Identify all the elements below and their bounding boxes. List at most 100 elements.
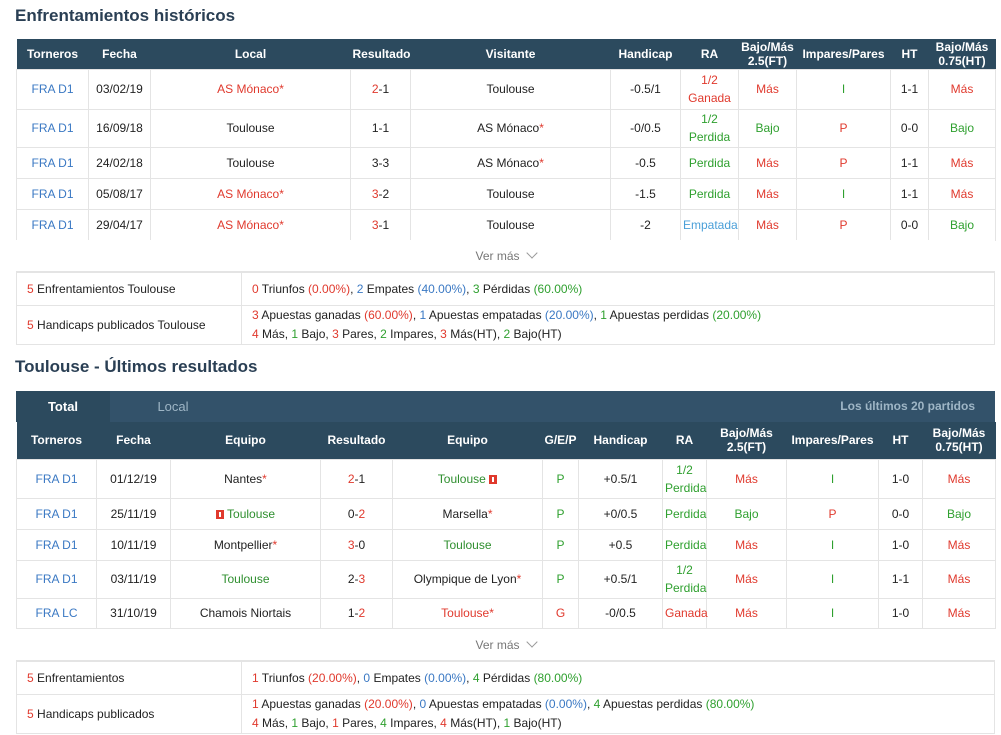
summary-segment: 3: [252, 308, 259, 322]
recent-ver-mas-button[interactable]: Ver más: [16, 629, 995, 661]
ra-value: 1/2: [676, 563, 693, 577]
ra-cell: Perdida: [680, 177, 739, 210]
away-team-name[interactable]: Toulouse: [437, 471, 486, 486]
tab-local[interactable]: Local: [110, 391, 236, 422]
home-team-name[interactable]: Chamois Niortais: [199, 606, 292, 620]
last-matches-label[interactable]: Los últimos 20 partidos: [840, 399, 975, 413]
league-link[interactable]: FRA LC: [35, 606, 78, 620]
league-link[interactable]: FRA D1: [35, 537, 78, 552]
home-team-name[interactable]: Montpellier: [213, 537, 273, 552]
summary-segment: Pérdidas: [479, 670, 534, 685]
date-cell: 05/08/17: [88, 177, 151, 210]
home-cell: Montpellier*: [170, 528, 321, 561]
summary-segment: Empates: [370, 670, 425, 685]
odd-even-cell: P: [786, 497, 879, 530]
ht-cell: 1-1: [878, 559, 923, 599]
home-team-name[interactable]: Toulouse: [221, 572, 270, 586]
over-under-ht-cell: Bajo: [922, 497, 996, 530]
odd-even-value: P: [839, 121, 848, 135]
h2h-ver-mas-button[interactable]: Ver más: [16, 240, 995, 272]
home-team-name[interactable]: Toulouse: [226, 155, 275, 170]
halftime-score: 1-1: [891, 572, 910, 586]
red-card-icon: [215, 509, 224, 519]
summary-segment: (20.00%): [544, 308, 594, 322]
league-link[interactable]: FRA D1: [35, 506, 78, 521]
summary-value-enfrentamientos: 1 Triunfos (20.00%), 0 Empates (0.00%), …: [241, 661, 995, 695]
league-cell: FRA D1: [16, 68, 89, 110]
score-home: 2: [347, 471, 355, 486]
ht-cell: 1-1: [890, 146, 929, 179]
column-header: HT: [890, 39, 929, 69]
score-away: 1: [382, 217, 390, 232]
odd-even-cell: I: [786, 528, 879, 561]
ra-value: Perdida: [688, 155, 731, 170]
league-link[interactable]: FRA D1: [31, 217, 74, 232]
handicap-value: -2: [640, 217, 651, 232]
score-home: 3: [371, 186, 379, 201]
over-under-cell: Más: [706, 458, 787, 499]
away-team-name[interactable]: Toulouse: [486, 186, 535, 201]
table-row: FRA LC 31/10/19 Chamois Niortais 1-2 Toulous…: [16, 597, 996, 629]
score-away: 2: [358, 506, 366, 521]
score-away: 1: [358, 471, 366, 486]
league-link[interactable]: FRA D1: [35, 471, 78, 486]
summary-segment: ,: [466, 281, 473, 296]
league-link[interactable]: FRA D1: [31, 121, 74, 135]
chevron-down-icon: [525, 636, 538, 648]
home-cell: Chamois Niortais: [170, 597, 321, 629]
score-away: 3: [358, 572, 366, 586]
ra-value: 1/2: [701, 73, 718, 87]
over-under-ht-value: Más: [947, 471, 971, 486]
away-team-name[interactable]: AS Mónaco: [477, 155, 540, 170]
recent-summary: 5 Enfrentamientos 1 Triunfos (20.00%), 0…: [16, 661, 995, 734]
away-team-name[interactable]: Marsella: [442, 506, 488, 521]
over-under-ht-value: Bajo: [949, 217, 975, 232]
summary-segment: 3: [440, 327, 447, 341]
summary-segment: 1: [419, 308, 427, 322]
home-team-name[interactable]: AS Mónaco: [217, 186, 280, 201]
away-team-name[interactable]: AS Mónaco: [477, 121, 540, 135]
league-link[interactable]: FRA D1: [31, 186, 74, 201]
summary-segment: Pérdidas: [479, 281, 534, 296]
away-team-name[interactable]: Toulouse: [441, 606, 490, 620]
score-away: 2: [382, 186, 390, 201]
over-under-cell: Bajo: [706, 497, 787, 530]
over-under-ht-cell: Más: [922, 528, 996, 561]
league-link[interactable]: FRA D1: [31, 82, 74, 96]
summary-label-enfrentamientos: 5 Enfrentamientos: [16, 661, 242, 695]
odd-even-value: I: [830, 572, 835, 586]
ver-mas-label: Ver más: [475, 249, 520, 263]
away-team-name[interactable]: Toulouse: [443, 537, 492, 552]
odd-even-cell: I: [786, 597, 879, 629]
league-link[interactable]: FRA D1: [31, 155, 74, 170]
summary-segment: (0.00%): [308, 281, 351, 296]
gep-value: G: [555, 606, 566, 620]
handicap-value: -1.5: [635, 186, 656, 201]
home-team-name[interactable]: Toulouse: [227, 506, 276, 521]
ra-value: Ganada: [665, 606, 708, 620]
column-header: Local: [150, 39, 351, 69]
home-team-name[interactable]: Nantes: [224, 471, 263, 486]
h2h-table: Torneros Fecha Local Resultado Visitante Hand…: [16, 39, 996, 241]
home-team-name[interactable]: AS Mónaco: [217, 217, 280, 232]
away-team-name[interactable]: Toulouse: [486, 82, 535, 96]
summary-segment: (20.00%): [364, 697, 413, 711]
over-under-ht-value: Bajo: [949, 121, 975, 135]
recent-title: Toulouse - Últimos resultados: [15, 357, 258, 376]
home-team-name[interactable]: AS Mónaco: [217, 82, 280, 96]
tab-total[interactable]: Total: [16, 391, 110, 422]
summary-segment: Bajo(HT): [510, 327, 562, 341]
date-cell: 31/10/19: [96, 597, 171, 629]
summary-segment: 1: [503, 716, 511, 730]
table-row: FRA D1 24/02/18 Toulouse 3-3 AS Mónaco* -0.5 P…: [16, 146, 996, 179]
home-team-name[interactable]: Toulouse: [226, 121, 275, 135]
summary-segment: Empates: [363, 281, 418, 296]
away-team-name[interactable]: Olympique de Lyon: [413, 572, 517, 586]
away-team-name[interactable]: Toulouse: [486, 217, 535, 232]
odd-even-value: I: [830, 537, 835, 552]
date: 31/10/19: [110, 606, 157, 620]
summary-segment: ,: [412, 308, 420, 322]
summary-segment: 3: [332, 327, 339, 341]
halftime-score: 1-1: [900, 186, 919, 201]
league-link[interactable]: FRA D1: [35, 572, 78, 586]
